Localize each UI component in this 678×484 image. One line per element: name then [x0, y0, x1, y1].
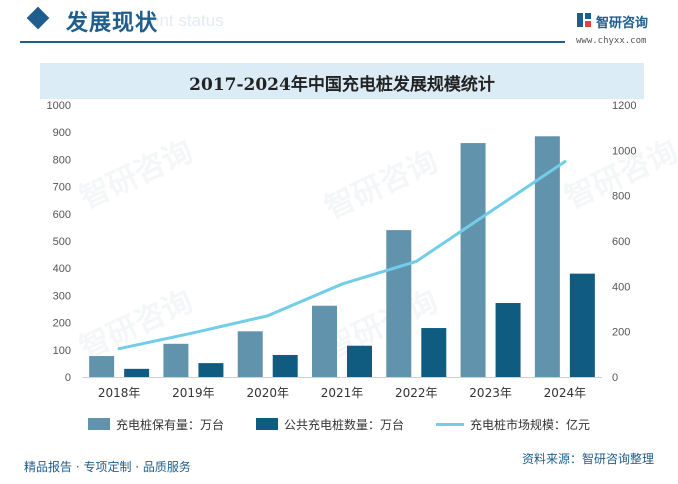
y-right-tick-label: 600: [612, 236, 630, 248]
bar-stock: [534, 136, 560, 377]
y-left-tick-label: 1000: [47, 100, 71, 112]
y-left-tick-label: 700: [53, 182, 71, 194]
x-tick-label: 2019年: [172, 386, 215, 400]
footer-tagline: 精品报告 · 专项定制 · 品质服务: [24, 460, 191, 474]
bar-public: [124, 368, 150, 377]
y-right-tick-label: 200: [612, 327, 630, 339]
brand-url: www.chyxx.com: [576, 36, 647, 46]
chart-title-band: 2017-2024年中国充电桩发展规模统计: [40, 63, 644, 99]
y-right-tick-label: 800: [612, 191, 630, 203]
x-tick-label: 2023年: [469, 386, 512, 400]
legend-item-public: 公共充电桩数量：万台: [256, 414, 404, 434]
legend-label-stock: 充电桩保有量：万台: [116, 417, 225, 432]
bar-public: [421, 328, 447, 377]
bar-stock: [460, 143, 486, 377]
legend-label-public: 公共充电桩数量：万台: [284, 417, 405, 432]
y-left-tick-label: 600: [53, 209, 71, 221]
section-title-ghost: ent status: [150, 11, 224, 30]
brand-block: 智研咨询 www.chyxx.com: [576, 9, 672, 46]
legend-line-market: [436, 422, 464, 426]
legend-label-market: 充电桩市场规模：亿元: [470, 417, 591, 432]
point-market-size: [563, 160, 567, 164]
y-left-tick-label: 100: [53, 345, 71, 357]
legend-item-stock: 充电桩保有量：万台: [88, 414, 224, 434]
x-tick-label: 2020年: [246, 386, 289, 400]
point-market-size: [414, 259, 418, 263]
bar-public: [272, 354, 298, 377]
header-divider: [20, 41, 565, 43]
bar-stock: [386, 230, 412, 377]
y-right-tick-label: 0: [612, 372, 618, 384]
bar-public: [198, 363, 224, 377]
point-market-size: [117, 347, 121, 351]
bar-stock: [237, 331, 263, 377]
chart-title: 2017-2024年中国充电桩发展规模统计: [189, 75, 495, 95]
bar-stock: [89, 356, 115, 377]
y-left-tick-label: 800: [53, 154, 71, 166]
bar-public: [569, 273, 595, 377]
y-left-tick-label: 0: [65, 372, 71, 384]
y-left-tick-label: 400: [53, 263, 71, 275]
y-left-tick-label: 500: [53, 236, 71, 248]
section-title: 发展现状: [66, 11, 159, 36]
bar-public: [495, 303, 521, 377]
y-right-tick-label: 1200: [612, 100, 636, 112]
y-left-tick-label: 300: [53, 290, 71, 302]
brand-name: 智研咨询: [596, 16, 649, 31]
y-right-tick-label: 1000: [612, 145, 636, 157]
point-market-size: [266, 314, 270, 318]
bar-stock: [312, 305, 337, 377]
point-market-size: [340, 282, 344, 286]
y-left-tick-label: 200: [53, 318, 71, 330]
y-right-tick-label: 400: [612, 281, 630, 293]
x-tick-label: 2022年: [395, 386, 438, 400]
chart-canvas: 0 100 200 300 400 500 600 700 800 900 1000 0 200 400 6…: [47, 100, 637, 400]
legend-item-market: 充电桩市场规模：亿元: [436, 414, 590, 434]
x-tick-label: 2021年: [321, 386, 364, 400]
point-market-size: [489, 210, 493, 214]
bar-stock: [163, 343, 189, 377]
x-tick-label: 2024年: [544, 386, 587, 400]
point-market-size: [191, 331, 195, 335]
legend-swatch-public: [256, 418, 278, 430]
x-tick-label: 2018年: [98, 386, 141, 400]
legend-swatch-stock: [88, 418, 110, 430]
section-header: ent status 发展现状 智研咨询 www.chyxx.com: [0, 0, 678, 46]
bar-public: [347, 345, 372, 377]
y-left-tick-label: 900: [53, 127, 71, 139]
footer: 精品报告 · 专项定制 · 品质服务 资料来源：智研咨询整理: [0, 450, 678, 484]
chart-legend: 充电桩保有量：万台 公共充电桩数量：万台 充电桩市场规模：亿元: [0, 414, 678, 434]
brand-logo-icon: [577, 13, 591, 27]
footer-source: 资料来源：智研咨询整理: [522, 452, 655, 466]
